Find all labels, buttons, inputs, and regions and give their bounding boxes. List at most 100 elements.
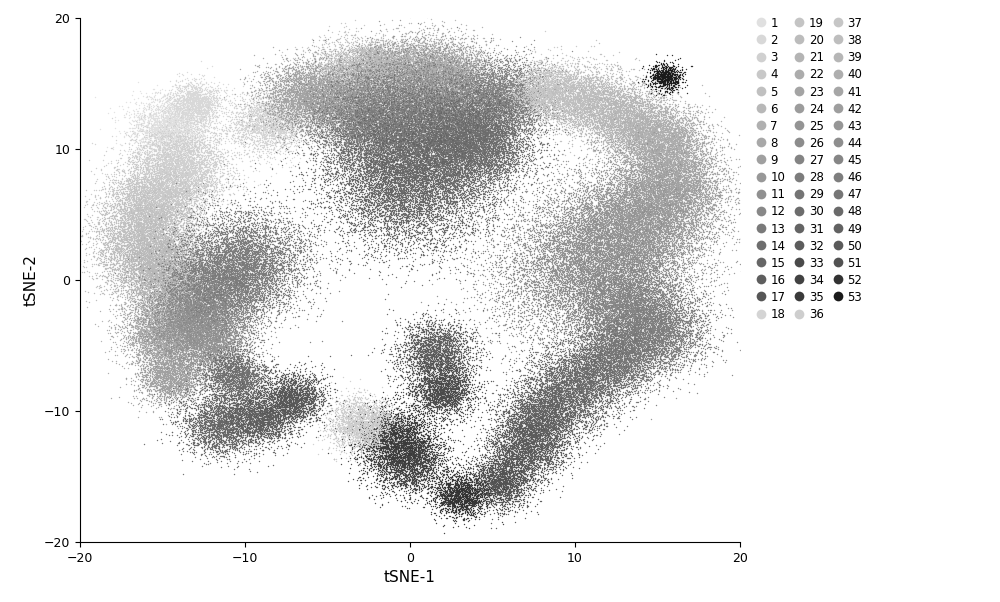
Point bbox=[400, 53, 416, 63]
Point bbox=[675, 122, 691, 131]
Point bbox=[586, 377, 602, 386]
Point bbox=[523, 419, 539, 429]
Point bbox=[111, 244, 127, 254]
Point bbox=[404, 443, 420, 453]
Point bbox=[201, 198, 217, 208]
Point bbox=[132, 178, 148, 187]
Point bbox=[602, 277, 618, 287]
Point bbox=[428, 76, 444, 86]
Point bbox=[623, 341, 639, 351]
Point bbox=[192, 132, 208, 142]
Point bbox=[547, 359, 563, 369]
Point bbox=[239, 361, 255, 371]
Point bbox=[475, 67, 491, 76]
Point bbox=[256, 428, 272, 438]
Point bbox=[450, 179, 466, 189]
Point bbox=[615, 338, 631, 347]
Point bbox=[165, 311, 181, 320]
Point bbox=[564, 356, 580, 365]
Point bbox=[195, 316, 211, 326]
Point bbox=[440, 155, 456, 164]
Point bbox=[586, 223, 602, 232]
Point bbox=[406, 160, 422, 170]
Point bbox=[168, 113, 184, 122]
Point bbox=[130, 235, 146, 245]
Point bbox=[152, 330, 168, 340]
Point bbox=[608, 312, 624, 322]
Point bbox=[231, 445, 247, 455]
Point bbox=[604, 326, 620, 336]
Point bbox=[533, 131, 549, 140]
Point bbox=[156, 299, 172, 309]
Point bbox=[140, 204, 156, 214]
Point bbox=[226, 93, 242, 103]
Point bbox=[605, 209, 621, 219]
Point bbox=[135, 162, 151, 172]
Point bbox=[434, 154, 450, 163]
Point bbox=[378, 79, 394, 88]
Point bbox=[142, 109, 158, 119]
Point bbox=[196, 340, 212, 349]
Point bbox=[214, 329, 230, 338]
Point bbox=[269, 88, 285, 98]
Point bbox=[199, 334, 215, 343]
Point bbox=[669, 178, 685, 188]
Point bbox=[278, 110, 294, 119]
Point bbox=[140, 257, 156, 267]
Point bbox=[360, 413, 376, 423]
Point bbox=[655, 63, 671, 73]
Point bbox=[510, 479, 526, 489]
Point bbox=[614, 112, 630, 122]
Point bbox=[640, 187, 656, 196]
Point bbox=[510, 76, 526, 85]
Point bbox=[162, 333, 178, 343]
Point bbox=[223, 381, 239, 391]
Point bbox=[249, 426, 265, 436]
Point bbox=[166, 176, 182, 185]
Point bbox=[639, 191, 655, 200]
Point bbox=[164, 317, 180, 327]
Point bbox=[594, 96, 610, 105]
Point bbox=[421, 359, 437, 369]
Point bbox=[351, 184, 367, 194]
Point bbox=[424, 182, 440, 191]
Point bbox=[522, 446, 538, 456]
Point bbox=[222, 376, 238, 385]
Point bbox=[363, 104, 379, 114]
Point bbox=[461, 123, 477, 132]
Point bbox=[385, 231, 401, 241]
Point bbox=[440, 90, 456, 100]
Point bbox=[352, 172, 368, 181]
Point bbox=[204, 276, 220, 285]
Point bbox=[375, 129, 391, 139]
Point bbox=[208, 357, 224, 367]
Point bbox=[502, 460, 518, 470]
Point bbox=[451, 82, 467, 92]
Point bbox=[427, 364, 443, 374]
Point bbox=[579, 233, 595, 243]
Point bbox=[178, 239, 194, 249]
Point bbox=[189, 265, 205, 275]
Point bbox=[524, 435, 540, 444]
Point bbox=[358, 446, 374, 456]
Point bbox=[631, 224, 647, 234]
Point bbox=[169, 139, 185, 149]
Point bbox=[414, 59, 430, 69]
Point bbox=[371, 426, 387, 435]
Point bbox=[407, 347, 423, 356]
Point bbox=[529, 234, 545, 244]
Point bbox=[623, 144, 639, 154]
Point bbox=[462, 113, 478, 122]
Point bbox=[205, 422, 221, 432]
Point bbox=[536, 417, 552, 426]
Point bbox=[445, 92, 461, 101]
Point bbox=[164, 268, 180, 278]
Point bbox=[563, 402, 579, 411]
Point bbox=[409, 168, 425, 178]
Point bbox=[489, 464, 505, 474]
Point bbox=[223, 424, 239, 433]
Point bbox=[302, 107, 318, 116]
Point bbox=[415, 436, 431, 446]
Point bbox=[288, 128, 304, 138]
Point bbox=[386, 82, 402, 92]
